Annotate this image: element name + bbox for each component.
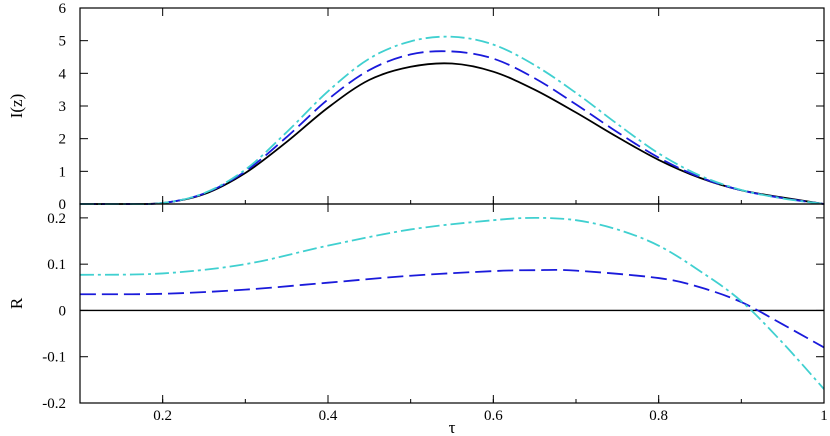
bottom-y-axis-label: R xyxy=(7,297,26,309)
top-y-tick-label: 4 xyxy=(59,66,67,82)
bottom-y-tick-label: -0.2 xyxy=(42,396,66,412)
top-y-tick-label: 3 xyxy=(59,99,67,115)
bottom-panel: -0.2 -0.1 0 0.1 0.2 0.2 0.4 0.6 0.8 1 Rτ xyxy=(7,203,828,436)
bottom-frame xyxy=(79,203,825,404)
x-axis-label: τ xyxy=(449,418,456,436)
x-tick-label: 0.2 xyxy=(153,408,172,424)
top-series-2 xyxy=(79,35,825,206)
top-y-axis-label: I(z) xyxy=(7,94,26,119)
top-y-tick-label: 2 xyxy=(59,132,67,148)
bottom-y-tick-label: -0.1 xyxy=(42,350,66,366)
x-tick-label: 1 xyxy=(820,408,828,424)
top-y-tick-label: 5 xyxy=(59,34,67,50)
top-y-tick-label: 0 xyxy=(59,197,67,213)
top-y-tick-label: 6 xyxy=(59,1,67,17)
bottom-series-1 xyxy=(79,216,825,390)
bottom-y-tick-label: 0.1 xyxy=(47,257,66,273)
x-tick-label: 0.6 xyxy=(484,408,503,424)
bottom-y-tick-label: 0 xyxy=(59,303,67,319)
bottom-y-tick-label: 0.2 xyxy=(47,211,66,227)
bottom-series-0 xyxy=(79,268,825,349)
top-panel: 0 1 2 3 4 5 6 I(z) xyxy=(7,1,825,213)
x-tick-label: 0.4 xyxy=(319,408,338,424)
top-y-tick-label: 1 xyxy=(59,164,67,180)
x-tick-label: 0.8 xyxy=(649,408,668,424)
top-series-0 xyxy=(79,62,825,205)
